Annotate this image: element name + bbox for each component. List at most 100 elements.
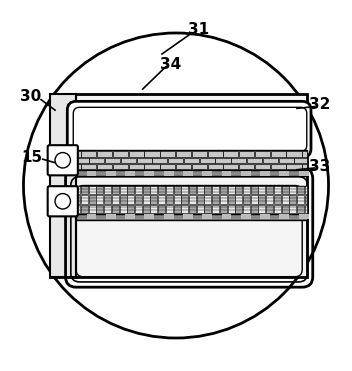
Bar [104, 186, 111, 194]
Bar [135, 204, 142, 213]
Bar [271, 164, 286, 170]
Bar [239, 164, 254, 170]
Bar [231, 158, 246, 163]
Bar [127, 204, 134, 213]
Bar [235, 186, 242, 194]
Bar [73, 186, 80, 194]
Bar [89, 204, 96, 213]
Bar [73, 195, 80, 204]
Bar [189, 195, 196, 204]
Bar [274, 195, 281, 204]
Bar [302, 164, 308, 170]
Bar [223, 164, 238, 170]
Bar [205, 204, 212, 213]
Bar [87, 171, 96, 176]
Bar [81, 151, 96, 157]
Bar [50, 150, 308, 170]
Bar [164, 214, 174, 219]
Bar [239, 151, 254, 157]
Bar [241, 214, 251, 219]
Bar [81, 164, 96, 170]
Bar [50, 94, 308, 277]
Bar [223, 151, 238, 157]
Bar [255, 164, 270, 170]
Bar [176, 151, 191, 157]
Bar [106, 171, 116, 176]
Bar [160, 151, 175, 157]
Bar [241, 171, 251, 176]
Bar [50, 195, 57, 204]
Bar [96, 186, 103, 194]
Bar [258, 186, 265, 194]
Bar [258, 195, 265, 204]
Bar [212, 204, 219, 213]
Bar [297, 204, 304, 213]
Bar [282, 186, 289, 194]
Bar [266, 204, 273, 213]
Bar [50, 204, 57, 213]
Bar [158, 186, 165, 194]
Bar [279, 171, 289, 176]
Bar [158, 204, 165, 213]
Bar [50, 186, 57, 194]
Bar [144, 214, 154, 219]
FancyBboxPatch shape [48, 145, 78, 175]
Bar [197, 204, 204, 213]
Bar [125, 214, 135, 219]
Bar [135, 195, 142, 204]
Bar [112, 186, 119, 194]
Bar [144, 164, 159, 170]
Bar [127, 195, 134, 204]
Bar [87, 214, 96, 219]
Bar [274, 186, 281, 194]
Bar [289, 204, 296, 213]
Bar [279, 214, 289, 219]
Bar [144, 171, 154, 176]
Bar [135, 186, 142, 194]
Bar [227, 186, 234, 194]
Bar [50, 158, 57, 163]
Bar [76, 170, 308, 176]
Bar [205, 186, 212, 194]
Bar [305, 195, 308, 204]
Bar [143, 195, 150, 204]
Bar [266, 195, 273, 204]
Bar [189, 186, 196, 194]
Bar [243, 204, 250, 213]
Bar [255, 151, 270, 157]
Bar [235, 204, 242, 213]
Bar [104, 195, 111, 204]
Bar [50, 94, 76, 277]
Bar [289, 195, 296, 204]
Bar [181, 186, 188, 194]
Bar [129, 151, 144, 157]
Bar [164, 171, 174, 176]
Bar [50, 164, 65, 170]
Bar [58, 204, 65, 213]
Bar [294, 158, 308, 163]
Bar [81, 186, 88, 194]
Bar [258, 204, 265, 213]
Bar [65, 151, 81, 157]
Bar [305, 186, 308, 194]
Bar [247, 158, 262, 163]
Bar [220, 186, 227, 194]
Bar [200, 158, 215, 163]
Bar [168, 158, 183, 163]
Bar [152, 158, 168, 163]
Bar [143, 204, 150, 213]
Text: 34: 34 [160, 57, 181, 72]
Bar [266, 186, 273, 194]
Bar [197, 195, 204, 204]
Bar [105, 158, 120, 163]
Bar [125, 171, 135, 176]
Bar [205, 195, 212, 204]
Bar [227, 195, 234, 204]
Bar [243, 186, 250, 194]
Bar [278, 158, 294, 163]
Bar [181, 195, 188, 204]
FancyBboxPatch shape [67, 101, 311, 157]
Bar [127, 186, 134, 194]
Bar [174, 195, 181, 204]
Text: 31: 31 [188, 22, 209, 37]
